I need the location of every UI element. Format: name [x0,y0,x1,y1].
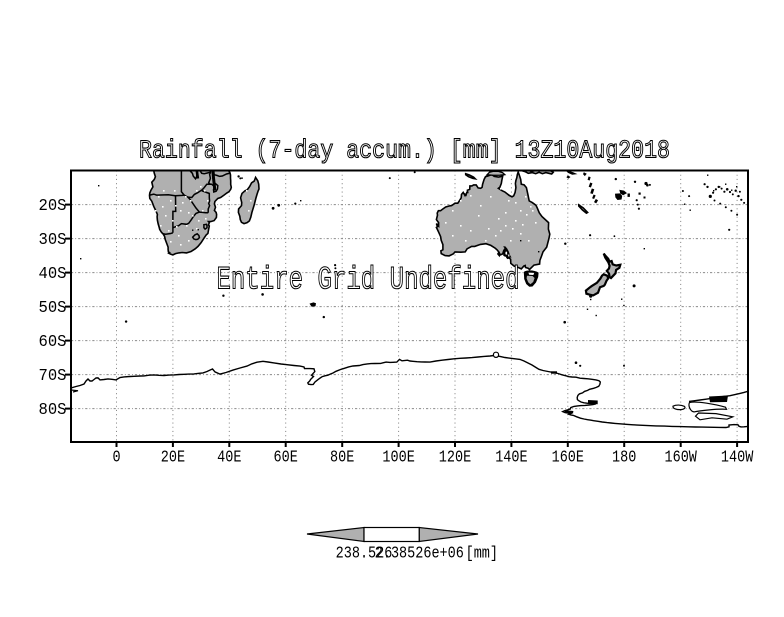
svg-text:Rainfall (7-day accum.) [mm] 1: Rainfall (7-day accum.) [mm] 13Z10Aug201… [139,136,670,166]
svg-text:20S: 20S [39,196,67,215]
svg-text:30S: 30S [39,230,67,249]
svg-text:60E: 60E [274,447,298,466]
svg-text:[mm]: [mm] [466,544,498,563]
svg-text:238.526: 238.526 [336,544,393,563]
svg-text:60S: 60S [39,332,67,351]
svg-text:120E: 120E [439,447,471,466]
svg-text:40E: 40E [217,447,241,466]
svg-text:80E: 80E [330,447,354,466]
svg-text:160E: 160E [552,447,584,466]
svg-text:0: 0 [112,447,120,466]
svg-text:40S: 40S [39,264,67,283]
svg-text:70S: 70S [39,366,67,385]
svg-text:20E: 20E [161,447,185,466]
svg-text:140E: 140E [495,447,527,466]
svg-text:Entire Grid Undefined: Entire Grid Undefined [217,262,520,299]
svg-text:100E: 100E [382,447,414,466]
svg-text:140W: 140W [721,447,753,466]
svg-text:160W: 160W [665,447,697,466]
svg-text:180: 180 [612,447,636,466]
svg-text:50S: 50S [39,298,67,317]
svg-text:2.38526e+06: 2.38526e+06 [375,544,464,563]
svg-text:80S: 80S [39,400,67,419]
